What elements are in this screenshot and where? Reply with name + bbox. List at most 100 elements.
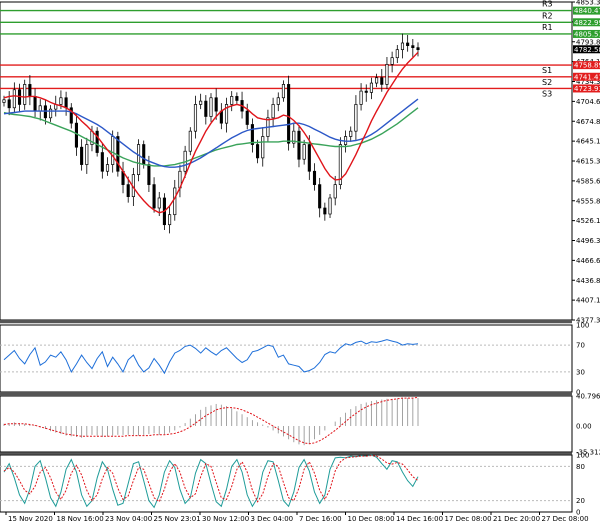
candle — [188, 130, 192, 152]
candle — [318, 184, 322, 209]
xtick-label: 3 Dec 04:00 — [251, 515, 294, 523]
candle — [328, 197, 332, 215]
stoch-ytick-label: 20 — [576, 497, 585, 505]
stoch-ytick-label: 80 — [576, 463, 585, 471]
candle — [152, 184, 156, 209]
candle — [302, 144, 306, 160]
stochastic-panel — [0, 454, 572, 509]
candle — [74, 122, 79, 148]
candle — [49, 108, 53, 119]
rsi-line — [3, 339, 419, 375]
price-ytick-label: 4585.60 — [576, 177, 600, 185]
rsi-ytick-label: 0 — [576, 389, 580, 397]
candle — [297, 130, 301, 160]
level-label-s3: S3 — [542, 89, 552, 98]
candle — [157, 197, 161, 209]
axes: 4853.354823.554793.854764.154734.354704.… — [5, 0, 600, 523]
candle — [64, 97, 68, 109]
candle — [245, 110, 249, 125]
candle — [142, 144, 146, 165]
price-ytick-label: 4407.10 — [576, 297, 600, 305]
candle — [59, 97, 63, 105]
candle — [390, 57, 394, 65]
candle — [12, 89, 16, 109]
candle — [230, 96, 234, 105]
xtick-label: 18 Nov 16:00 — [57, 515, 104, 523]
rsi-ytick-label: 100 — [576, 322, 589, 330]
xtick-label: 17 Dec 08:00 — [445, 515, 492, 523]
frame-macd — [0, 395, 573, 453]
price-ytick-label: 4496.35 — [576, 237, 600, 245]
frame-rsi — [0, 324, 573, 393]
price-panel: R3 R2 R1 S1 S2 S3 — [0, 0, 572, 234]
candle — [69, 107, 73, 124]
candle — [85, 144, 89, 165]
candle — [359, 90, 363, 105]
level-label-r3: R3 — [542, 0, 553, 9]
level-price-box — [573, 18, 600, 27]
candle — [116, 136, 120, 172]
candle — [256, 144, 260, 159]
candle — [168, 214, 172, 226]
xtick-label: 25 Nov 23:01 — [154, 515, 201, 523]
candle — [369, 82, 373, 93]
xtick-label: 21 Dec 20:00 — [493, 515, 540, 523]
level-price-text: 4758.89 — [574, 62, 600, 70]
candle — [33, 96, 37, 112]
macd-ytick-label: 40.796 — [576, 393, 600, 401]
stoch-d-line — [3, 455, 419, 503]
macd-ytick-label: -35.312 — [576, 449, 600, 457]
level-price-box — [573, 84, 600, 93]
rsi-ytick-label: 70 — [576, 342, 585, 350]
candle — [354, 104, 358, 132]
xtick-label: 30 Nov 12:00 — [202, 515, 249, 523]
candle — [276, 97, 280, 105]
candle — [406, 42, 410, 47]
price-ytick-label: 4377.35 — [576, 317, 600, 325]
candle — [7, 99, 11, 109]
candle — [380, 77, 384, 85]
xtick-label: 10 Dec 08:00 — [348, 515, 395, 523]
ma-red-line — [3, 51, 419, 214]
level-price-text: 4822.99 — [574, 19, 600, 27]
xtick-label: 23 Nov 04:00 — [105, 515, 152, 523]
candle — [173, 187, 177, 216]
candle — [364, 90, 368, 93]
candle — [323, 207, 327, 215]
candle — [411, 45, 415, 49]
price-ytick-label: 4734.35 — [576, 78, 600, 86]
candle — [287, 84, 291, 144]
candle — [281, 84, 286, 99]
price-ytick-label: 4674.85 — [576, 118, 600, 126]
xtick-label: 14 Dec 16:00 — [396, 515, 443, 523]
level-price-text: 4805.51 — [574, 30, 600, 38]
price-ytick-label: 4526.10 — [576, 217, 600, 225]
candle — [199, 100, 203, 105]
price-ytick-label: 4704.60 — [576, 98, 600, 106]
level-price-text: 4840.47 — [574, 7, 600, 15]
xtick-label: 7 Dec 16:00 — [299, 515, 342, 523]
candle — [224, 104, 229, 124]
rsi-panel — [0, 339, 572, 375]
candle — [312, 170, 317, 185]
candle — [307, 144, 311, 172]
level-label-s1: S1 — [542, 66, 552, 75]
price-ytick-label: 4793.85 — [576, 38, 600, 46]
stoch-ytick-label: 100 — [576, 452, 589, 460]
level-price-box — [573, 6, 600, 15]
price-ytick-label: 4853.35 — [576, 0, 600, 7]
candle — [400, 42, 405, 51]
candle — [193, 104, 198, 132]
candle — [209, 97, 213, 117]
level-price-box — [573, 72, 600, 81]
frame-stoch — [0, 454, 573, 513]
stoch-k-line — [3, 454, 419, 509]
level-label-r1: R1 — [542, 23, 553, 32]
candle — [137, 144, 141, 175]
level-price-box — [573, 29, 600, 38]
stoch-ytick-label: 0 — [576, 509, 580, 517]
candle — [235, 96, 239, 101]
candle — [261, 136, 265, 159]
